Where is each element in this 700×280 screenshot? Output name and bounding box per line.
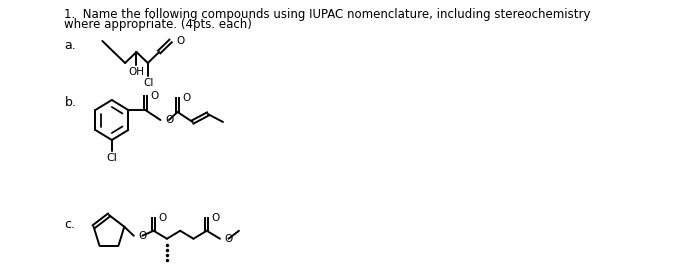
Text: Cl: Cl (106, 153, 118, 163)
Text: O: O (150, 91, 158, 101)
Text: a.: a. (64, 39, 76, 52)
Text: O: O (182, 93, 190, 103)
Text: O: O (165, 115, 174, 125)
Text: OH: OH (129, 67, 144, 77)
Text: where appropriate. (4pts. each): where appropriate. (4pts. each) (64, 18, 252, 31)
Text: 1.  Name the following compounds using IUPAC nomenclature, including stereochemi: 1. Name the following compounds using IU… (64, 8, 591, 21)
Text: b.: b. (64, 95, 76, 109)
Text: O: O (176, 36, 185, 46)
Text: O: O (158, 213, 167, 223)
Text: O: O (211, 213, 220, 223)
Text: c.: c. (64, 218, 76, 232)
Text: O: O (225, 234, 233, 244)
Text: O: O (139, 231, 147, 241)
Text: Cl: Cl (144, 78, 154, 88)
